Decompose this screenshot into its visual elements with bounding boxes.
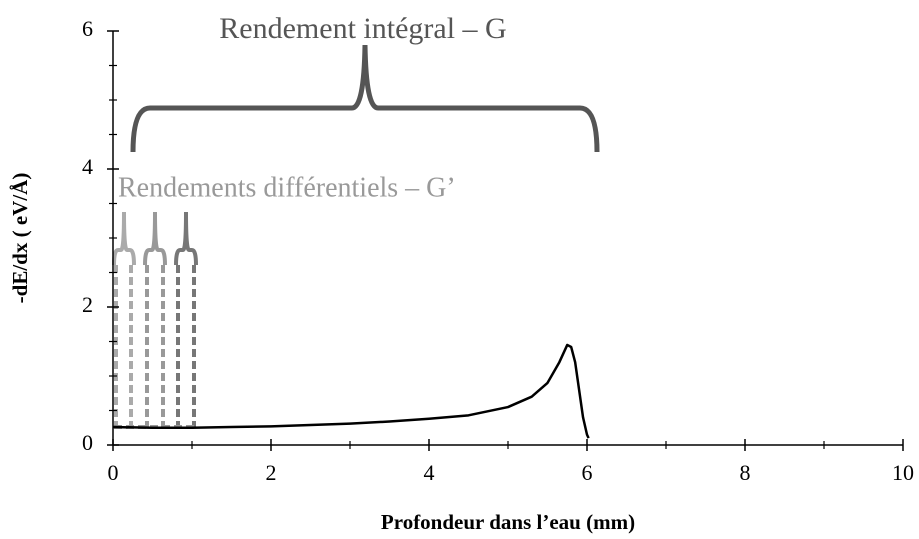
x-axis-label: Profondeur dans l’eau (mm) (381, 510, 635, 534)
x-tick-label: 2 (266, 460, 277, 485)
annotation: Rendements différentiels – G’ (118, 172, 456, 203)
x-tick-label: 8 (740, 460, 751, 485)
depth-dose-line (112, 343, 590, 439)
x-tick-label: 4 (424, 460, 435, 485)
differential-braces (112, 211, 198, 429)
y-axis-label: -dE/dx ( eV/Å) (8, 173, 32, 304)
y-tick-label: 0 (82, 430, 93, 455)
integral-brace (130, 44, 600, 153)
x-tick-label: 6 (582, 460, 593, 485)
y-tick-label: 6 (82, 16, 93, 41)
annotation: Rendement intégral – G (219, 12, 506, 45)
y-tick-label: 2 (82, 292, 93, 317)
y-tick-label: 4 (82, 154, 93, 179)
x-tick-label: 0 (108, 460, 119, 485)
x-tick-label: 10 (892, 460, 914, 485)
